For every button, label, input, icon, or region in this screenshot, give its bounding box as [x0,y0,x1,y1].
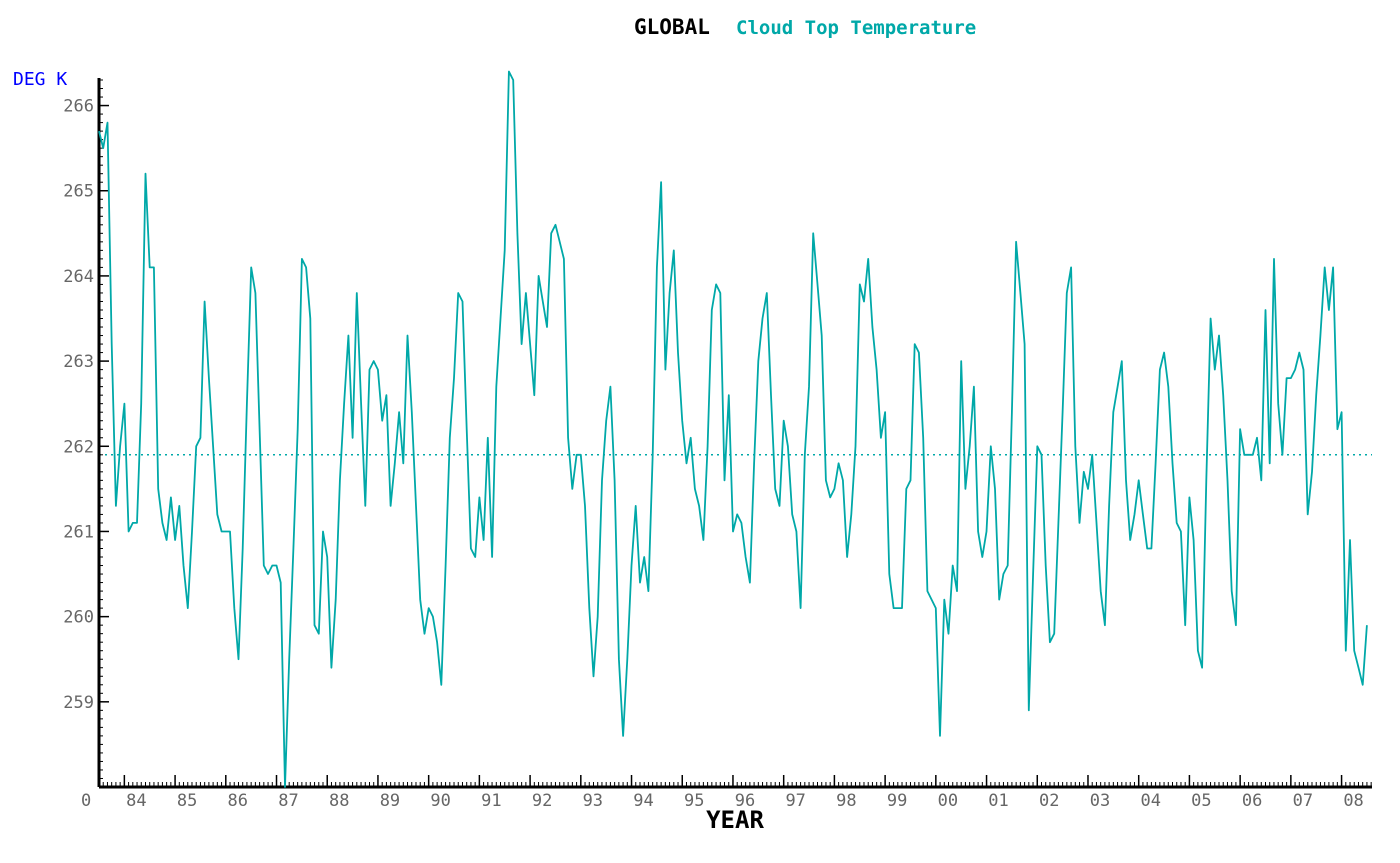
x-tick-label: 96 [735,791,755,811]
x-tick-label: 05 [1191,791,1211,811]
y-tick-label: 260 [63,608,94,628]
x-tick-label: 85 [177,791,197,811]
x-tick-label: 03 [1090,791,1110,811]
chart-subtitle: Cloud Top Temperature [736,17,976,39]
series-line [98,70,1368,788]
x-tick-label: 92 [532,791,552,811]
x-tick-label: 91 [481,791,501,811]
x-tick-label: 90 [430,791,450,811]
x-tick-label: 95 [684,791,704,811]
x-tick-label: 88 [329,791,349,811]
x-tick-label: 87 [278,791,298,811]
y-tick-label: 263 [63,352,94,372]
x-tick-label: 98 [836,791,856,811]
x-axis-label: YEAR [706,806,764,834]
y-tick-label: 266 [63,97,94,117]
x-tick-label: 00 [938,791,958,811]
y-tick-label: 262 [63,437,94,457]
x-tick-label: 07 [1293,791,1313,811]
x-tick-label: 89 [380,791,400,811]
origin-label: 0 [81,791,91,811]
x-tick-label: 86 [228,791,248,811]
y-tick-label: 265 [63,182,94,202]
x-tick-label: 08 [1343,791,1363,811]
x-tick-label: 01 [988,791,1008,811]
x-tick-label: 02 [1039,791,1059,811]
x-tick-label: 99 [887,791,907,811]
x-tick-label: 97 [785,791,805,811]
x-tick-label: 94 [633,791,653,811]
x-tick-label: 04 [1140,791,1160,811]
y-tick-label: 261 [63,522,94,542]
y-tick-label: 259 [63,693,94,713]
x-tick-label: 06 [1242,791,1262,811]
y-tick-label: 264 [63,267,94,287]
x-tick-label: 93 [583,791,603,811]
chart-title: GLOBAL [634,15,710,39]
y-axis-label: DEG K [13,69,67,90]
x-tick-label: 84 [126,791,146,811]
